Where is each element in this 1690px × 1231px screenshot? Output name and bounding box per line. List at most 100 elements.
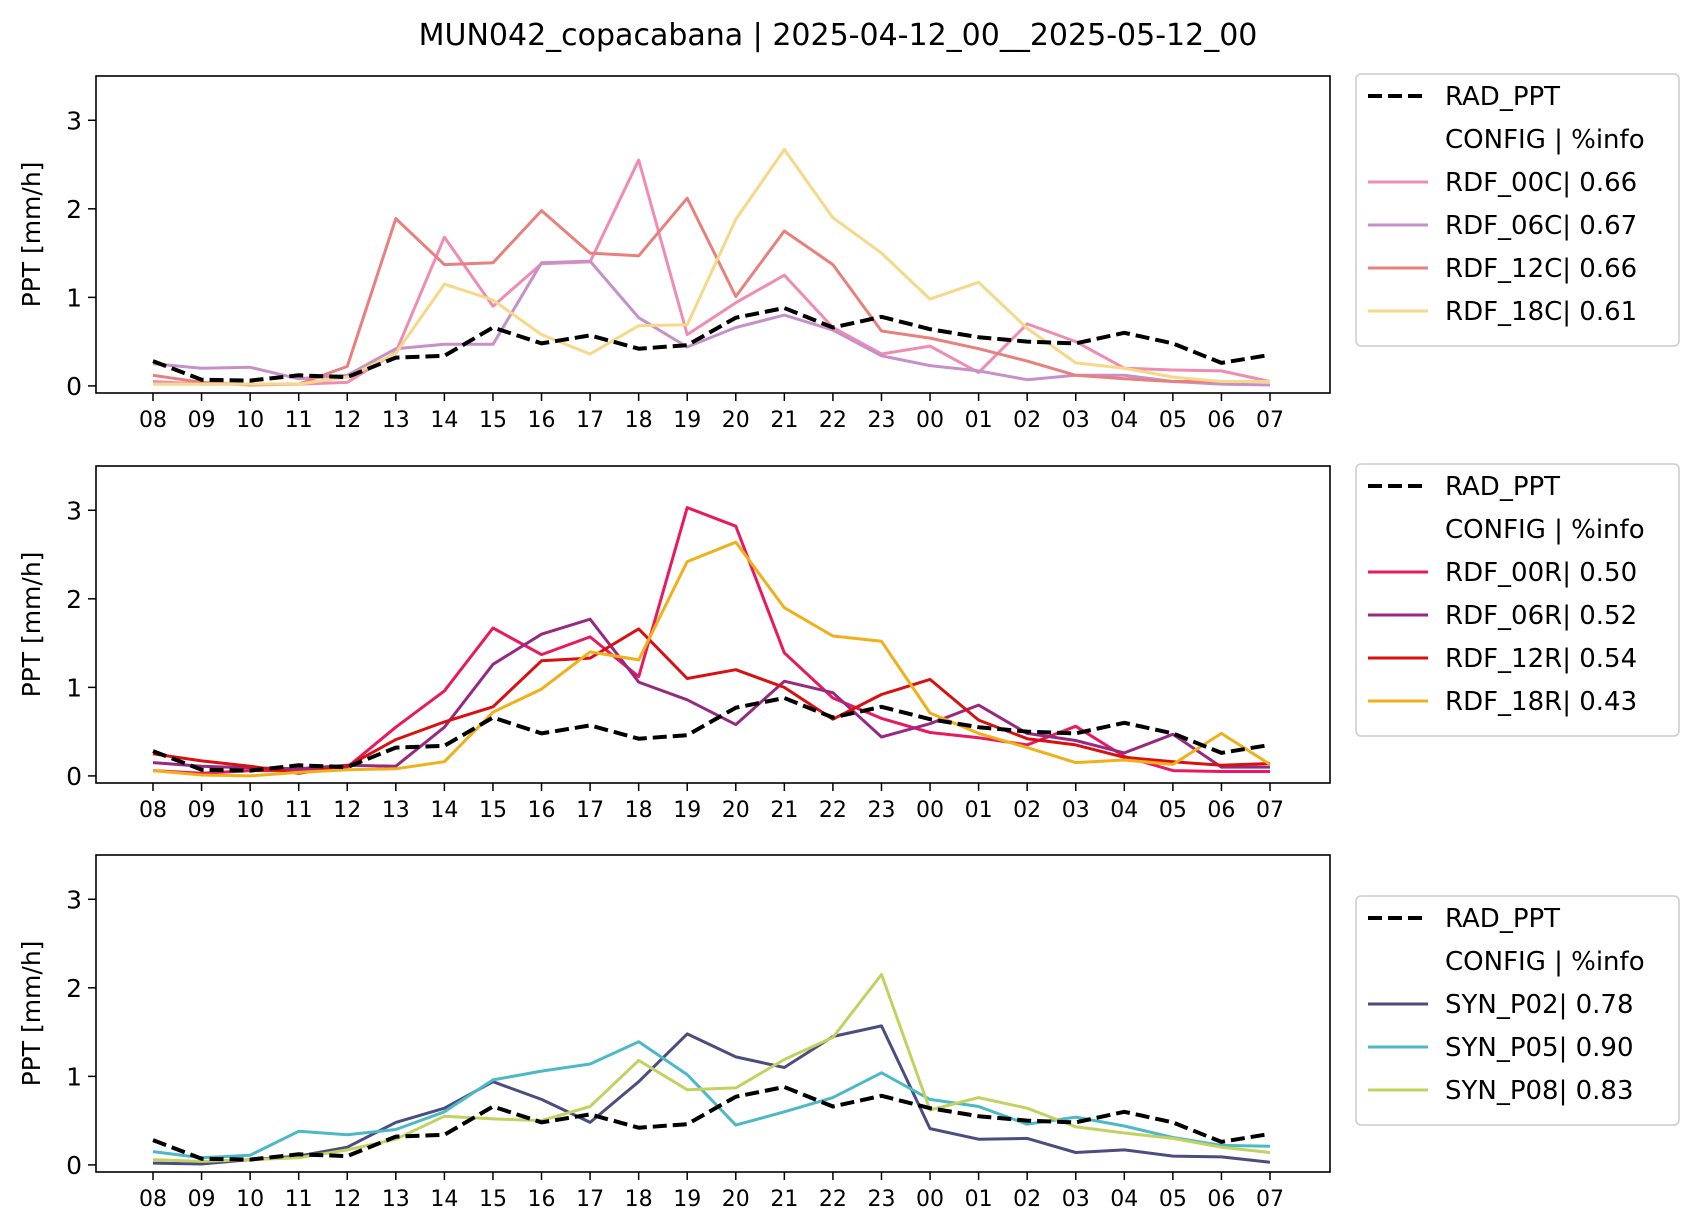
x-tick-label: 23 — [867, 408, 895, 433]
x-tick-label: 14 — [430, 798, 458, 823]
y-tick-label: 3 — [66, 106, 82, 135]
x-tick-label: 03 — [1062, 408, 1090, 433]
series-lines — [152, 973, 1271, 1166]
series-lines — [152, 506, 1271, 778]
x-tick-label: 21 — [770, 1187, 798, 1212]
x-tick-label: 13 — [382, 1187, 410, 1212]
x-tick-label: 00 — [916, 798, 944, 823]
y-tick-label: 0 — [66, 372, 82, 401]
legend-box — [1355, 463, 1680, 737]
x-tick-label: 20 — [722, 408, 750, 433]
x-tick-label: 09 — [188, 1187, 216, 1212]
y-axis-label: PPT [mm/h] — [17, 162, 46, 308]
x-tick-label: 01 — [965, 1187, 993, 1212]
series-line-3 — [152, 196, 1270, 387]
x-tick-label: 20 — [722, 798, 750, 823]
legend-box — [1355, 73, 1680, 347]
series-line-1 — [152, 506, 1270, 775]
x-tick-label: 04 — [1110, 798, 1138, 823]
y-tick-label: 2 — [66, 974, 82, 1003]
series-line-1 — [152, 1024, 1271, 1166]
series-line-2 — [152, 1040, 1271, 1160]
legend-entry: SYN_P08| 0.83 — [1445, 1076, 1634, 1106]
x-tick-label: 08 — [139, 798, 167, 823]
x-tick-label: 07 — [1256, 1187, 1284, 1212]
x-tick-label: 14 — [430, 408, 458, 433]
x-tick-label: 06 — [1207, 1187, 1235, 1212]
x-tick-label: 00 — [916, 408, 944, 433]
x-tick-label: 17 — [576, 798, 604, 823]
x-tick-label: 04 — [1110, 408, 1138, 433]
x-tick-label: 05 — [1159, 408, 1187, 433]
x-tick-label: 11 — [285, 408, 313, 433]
legend-entry: RAD_PPT — [1445, 472, 1560, 502]
y-tick-label: 3 — [66, 885, 82, 914]
x-tick-label: 10 — [236, 408, 264, 433]
x-tick-label: 14 — [430, 1187, 458, 1212]
x-tick-label: 10 — [236, 1187, 264, 1212]
legend-entry: SYN_P02| 0.78 — [1445, 990, 1634, 1020]
x-tick-label: 07 — [1256, 408, 1284, 433]
x-tick-label: 01 — [965, 408, 993, 433]
series-line-4 — [152, 540, 1271, 778]
y-axis-label: PPT [mm/h] — [17, 941, 46, 1087]
legend-header: CONFIG | %info — [1445, 515, 1645, 545]
y-tick-label: 2 — [66, 195, 82, 224]
x-tick-label: 20 — [722, 1187, 750, 1212]
y-tick-label: 3 — [66, 496, 82, 525]
x-tick-label: 09 — [188, 798, 216, 823]
x-tick-label: 16 — [528, 1187, 556, 1212]
x-tick-label: 23 — [867, 1187, 895, 1212]
legend-entry: RDF_18R| 0.43 — [1445, 687, 1637, 717]
x-tick-label: 01 — [965, 798, 993, 823]
plot-frame — [95, 854, 1331, 1173]
series-line-3 — [152, 627, 1271, 775]
x-tick-label: 06 — [1207, 408, 1235, 433]
chart-title: MUN042_copacabana | 2025-04-12_00__2025-… — [419, 18, 1258, 53]
legend-entry: RDF_06R| 0.52 — [1445, 601, 1637, 631]
series-line-0 — [152, 1085, 1271, 1162]
x-tick-label: 09 — [188, 408, 216, 433]
x-tick-label: 00 — [916, 1187, 944, 1212]
x-tick-label: 23 — [867, 798, 895, 823]
x-tick-label: 22 — [819, 408, 847, 433]
legend-entry: RDF_00C| 0.66 — [1445, 168, 1637, 198]
x-tick-label: 19 — [673, 408, 701, 433]
series-line-1 — [152, 158, 1271, 386]
legend: RAD_PPT CONFIG | %info RDF_00R| 0.50 RDF_06… — [1355, 463, 1680, 737]
x-tick-label: 13 — [382, 798, 410, 823]
y-tick-label: 1 — [66, 283, 82, 312]
y-tick-label: 1 — [66, 673, 82, 702]
x-tick-label: 02 — [1013, 408, 1041, 433]
x-tick-label: 15 — [479, 798, 507, 823]
x-tick-label: 06 — [1207, 798, 1235, 823]
x-tick-label: 15 — [479, 408, 507, 433]
x-tick-label: 17 — [576, 408, 604, 433]
x-tick-label: 16 — [528, 798, 556, 823]
legend-entry: RAD_PPT — [1445, 82, 1560, 112]
x-tick-label: 04 — [1110, 1187, 1138, 1212]
y-tick-label: 1 — [66, 1062, 82, 1091]
x-tick-label: 02 — [1013, 1187, 1041, 1212]
x-tick-label: 08 — [139, 1187, 167, 1212]
x-tick-label: 16 — [528, 408, 556, 433]
y-tick-label: 2 — [66, 585, 82, 614]
x-tick-label: 03 — [1062, 798, 1090, 823]
x-tick-label: 18 — [625, 408, 653, 433]
x-tick-label: 05 — [1159, 1187, 1187, 1212]
y-tick-label: 0 — [66, 762, 82, 791]
x-tick-label: 12 — [333, 1187, 361, 1212]
series-line-4 — [153, 148, 1270, 386]
x-tick-label: 13 — [382, 408, 410, 433]
legend-header: CONFIG | %info — [1445, 947, 1645, 977]
legend-entry: RDF_00R| 0.50 — [1445, 558, 1637, 588]
x-tick-label: 18 — [625, 798, 653, 823]
legend: RAD_PPT CONFIG | %info RDF_00C| 0.66 RDF_06… — [1355, 73, 1680, 347]
x-tick-label: 10 — [236, 798, 264, 823]
x-tick-label: 17 — [576, 1187, 604, 1212]
